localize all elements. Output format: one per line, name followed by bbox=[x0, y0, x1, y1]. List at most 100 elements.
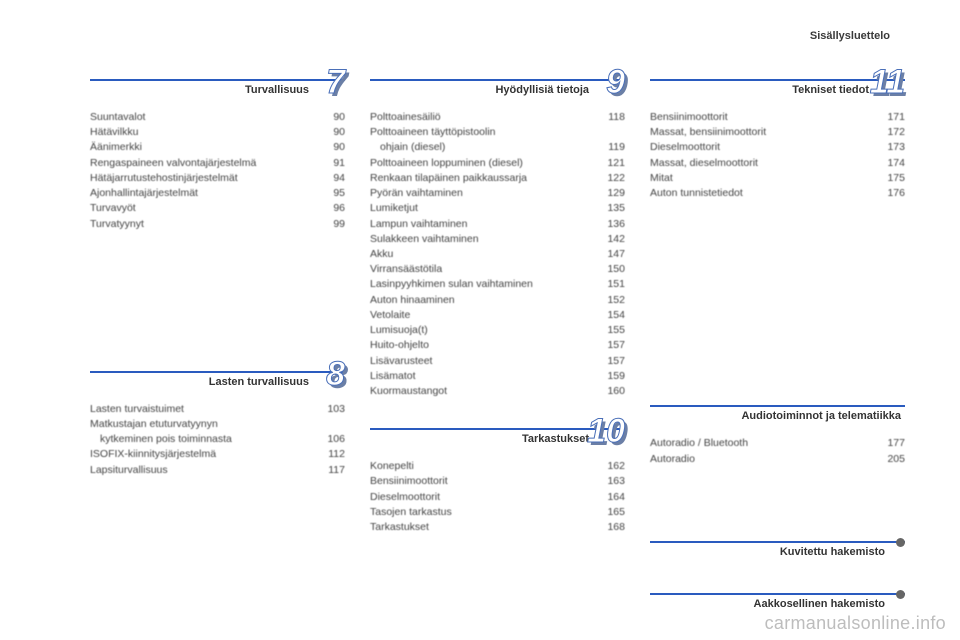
toc-row: Suuntavalot90 bbox=[90, 110, 345, 125]
toc-row: Konepelti162 bbox=[370, 459, 625, 474]
toc-page: 155 bbox=[595, 323, 625, 338]
toc-page: 142 bbox=[595, 232, 625, 247]
toc-label: Virransäästötila bbox=[370, 262, 595, 277]
toc-page: 160 bbox=[595, 384, 625, 399]
toc-label: Suuntavalot bbox=[90, 110, 315, 125]
section-title: Hyödyllisiä tietoja bbox=[495, 84, 589, 96]
toc-row: Turvavyöt96 bbox=[90, 201, 345, 216]
section-title: Kuvitettu hakemisto bbox=[780, 546, 885, 558]
toc-row: Hätävilkku90 bbox=[90, 125, 345, 140]
toc-page: 151 bbox=[595, 277, 625, 292]
toc-label: Vetolaite bbox=[370, 308, 595, 323]
section-rule bbox=[90, 371, 345, 373]
toc-page: 103 bbox=[315, 402, 345, 417]
section-title: Audiotoiminnot ja telematiikka bbox=[741, 410, 901, 422]
toc-label: Dieselmoottorit bbox=[370, 490, 595, 505]
toc-label: Bensiinimoottorit bbox=[370, 474, 595, 489]
toc-row: Lumiketjut135 bbox=[370, 201, 625, 216]
toc-page: 99 bbox=[315, 217, 345, 232]
toc-row: Kuormaustangot160 bbox=[370, 384, 625, 399]
section-title: Tekniset tiedot bbox=[792, 84, 869, 96]
toc-page: 150 bbox=[595, 262, 625, 277]
toc-page: 157 bbox=[595, 338, 625, 353]
toc-row: Auton hinaaminen152 bbox=[370, 293, 625, 308]
toc-label: Turvatyynyt bbox=[90, 217, 315, 232]
toc-section: Audiotoiminnot ja telematiikka Autoradio … bbox=[650, 398, 905, 466]
toc-label: Tasojen tarkastus bbox=[370, 505, 595, 520]
toc-page: 122 bbox=[595, 171, 625, 186]
toc-list: Polttoainesäiliö118Polttoaineen täyttöpi… bbox=[370, 110, 625, 399]
toc-label: ISOFIX-kiinnitysjärjestelmä bbox=[90, 447, 315, 462]
toc-page: 118 bbox=[595, 110, 625, 125]
toc-row: Pyörän vaihtaminen129 bbox=[370, 186, 625, 201]
toc-list: Autoradio / Bluetooth177Autoradio205 bbox=[650, 436, 905, 466]
toc-row: Rengaspaineen valvontajärjestelmä91 bbox=[90, 156, 345, 171]
toc-section: Aakkosellinen hakemisto bbox=[650, 586, 905, 616]
toc-row: Lumisuoja(t)155 bbox=[370, 323, 625, 338]
section-dot-icon bbox=[896, 538, 905, 547]
toc-section: Lasten turvallisuus88 Lasten turvaistuime… bbox=[90, 364, 345, 478]
toc-row: Polttoaineen loppuminen (diesel)121 bbox=[370, 156, 625, 171]
toc-row: Hätäjarrutustehostinjärjestelmät94 bbox=[90, 171, 345, 186]
section-title: Lasten turvallisuus bbox=[209, 376, 309, 388]
toc-row: Bensiinimoottorit163 bbox=[370, 474, 625, 489]
section-dot-icon bbox=[896, 590, 905, 599]
toc-page: 91 bbox=[315, 156, 345, 171]
toc-row: ohjain (diesel)119 bbox=[370, 140, 625, 155]
toc-page: 165 bbox=[595, 505, 625, 520]
toc-page: 173 bbox=[875, 140, 905, 155]
toc-page: 136 bbox=[595, 217, 625, 232]
toc-label: kytkeminen pois toiminnasta bbox=[90, 432, 315, 447]
toc-page: 176 bbox=[875, 186, 905, 201]
toc-label: Polttoaineen loppuminen (diesel) bbox=[370, 156, 595, 171]
toc-page: 117 bbox=[315, 463, 345, 478]
toc-label: Lasten turvaistuimet bbox=[90, 402, 315, 417]
toc-label: Lapsiturvallisuus bbox=[90, 463, 315, 478]
toc-label: Kuormaustangot bbox=[370, 384, 595, 399]
toc-page bbox=[315, 417, 345, 432]
toc-section: Kuvitettu hakemisto bbox=[650, 534, 905, 564]
toc-page: 171 bbox=[875, 110, 905, 125]
toc-section: Tarkastukset1010Konepelti162Bensiinimoot… bbox=[370, 421, 625, 535]
toc-page: 152 bbox=[595, 293, 625, 308]
toc-section: Turvallisuus77Suuntavalot90Hätävilkku90Ä… bbox=[90, 72, 345, 232]
toc-page: 205 bbox=[875, 452, 905, 467]
section-rule bbox=[650, 79, 905, 81]
toc-page: 106 bbox=[315, 432, 345, 447]
toc-label: Polttoaineen täyttöpistoolin bbox=[370, 125, 595, 140]
section-title: Turvallisuus bbox=[245, 84, 309, 96]
toc-row: Tarkastukset168 bbox=[370, 520, 625, 535]
toc-row: Lasinpyyhkimen sulan vaihtaminen151 bbox=[370, 277, 625, 292]
toc-page: 96 bbox=[315, 201, 345, 216]
toc-column: Tekniset tiedot1111Bensiinimoottorit171M… bbox=[650, 72, 905, 638]
toc-row: Polttoaineen täyttöpistoolin bbox=[370, 125, 625, 140]
toc-label: Hätäjarrutustehostinjärjestelmät bbox=[90, 171, 315, 186]
toc-label: Turvavyöt bbox=[90, 201, 315, 216]
toc-row: Autoradio / Bluetooth177 bbox=[650, 436, 905, 451]
toc-row: Akku147 bbox=[370, 247, 625, 262]
toc-row: Mitat175 bbox=[650, 171, 905, 186]
toc-row: Renkaan tilapäinen paikkaussarja122 bbox=[370, 171, 625, 186]
toc-list: Lasten turvaistuimet103Matkustajan etutu… bbox=[90, 402, 345, 478]
toc-page: 90 bbox=[315, 140, 345, 155]
section-header: Hyödyllisiä tietoja99 bbox=[370, 72, 625, 102]
toc-label: Polttoainesäiliö bbox=[370, 110, 595, 125]
section-header: Lasten turvallisuus88 bbox=[90, 364, 345, 394]
toc-row: Lasten turvaistuimet103 bbox=[90, 402, 345, 417]
toc-page: 159 bbox=[595, 369, 625, 384]
toc-columns: Turvallisuus77Suuntavalot90Hätävilkku90Ä… bbox=[90, 72, 905, 638]
toc-label: Dieselmoottorit bbox=[650, 140, 875, 155]
section-header: Tekniset tiedot1111 bbox=[650, 72, 905, 102]
section-header: Aakkosellinen hakemisto bbox=[650, 586, 905, 616]
toc-page: 157 bbox=[595, 354, 625, 369]
toc-row: Lampun vaihtaminen136 bbox=[370, 217, 625, 232]
toc-row: Lisämatot159 bbox=[370, 369, 625, 384]
toc-page: 119 bbox=[595, 140, 625, 155]
toc-page: 175 bbox=[875, 171, 905, 186]
toc-page: 90 bbox=[315, 110, 345, 125]
toc-label: Lumisuoja(t) bbox=[370, 323, 595, 338]
toc-page bbox=[595, 125, 625, 140]
section-header: Kuvitettu hakemisto bbox=[650, 534, 905, 564]
toc-page: 172 bbox=[875, 125, 905, 140]
toc-row: Lapsiturvallisuus117 bbox=[90, 463, 345, 478]
